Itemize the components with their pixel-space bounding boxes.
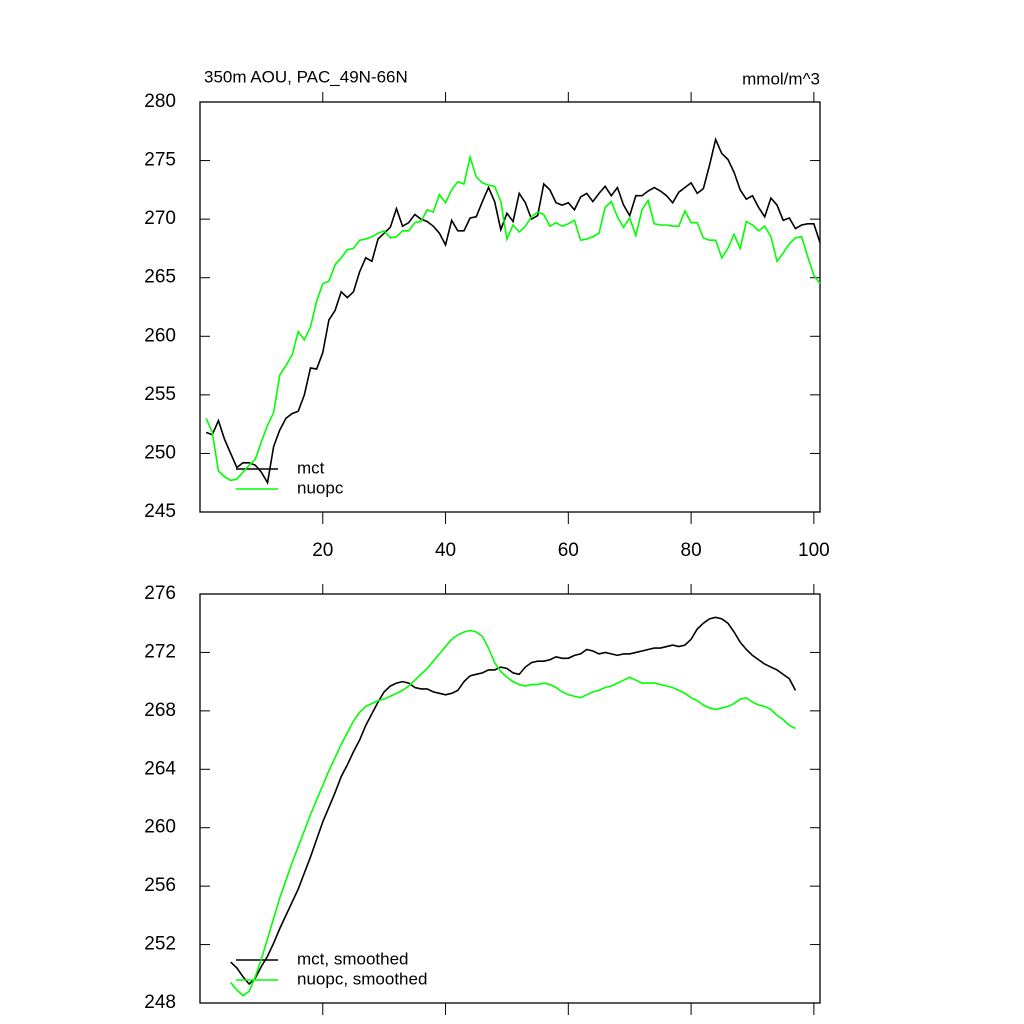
y-tick-label: 268 (144, 700, 176, 721)
y-tick-label: 275 (144, 150, 176, 171)
y-tick-label: 256 (144, 875, 176, 896)
y-tick-label: 272 (144, 641, 176, 662)
y-tick-label: 260 (144, 817, 176, 838)
legend-label: mct (297, 458, 325, 477)
x-tick-label: 60 (558, 540, 579, 561)
y-tick-label: 270 (144, 208, 176, 229)
y-tick-label: 252 (144, 934, 176, 955)
data-line (230, 629, 796, 997)
data-line (205, 153, 821, 482)
plot-frame (199, 593, 821, 1004)
y-tick-label: 265 (144, 267, 176, 288)
x-tick-label: 80 (681, 540, 702, 561)
data-line (230, 616, 797, 986)
x-tick-label: 20 (312, 540, 333, 561)
y-tick-label: 276 (144, 583, 176, 604)
y-tick-label: 248 (144, 992, 176, 1013)
y-tick-label: 264 (144, 758, 176, 779)
y-tick-label: 250 (144, 442, 176, 463)
x-tick-label: 100 (798, 540, 830, 561)
data-line (205, 136, 821, 486)
chart-title: 350m AOU, PAC_49N-66N (204, 67, 408, 86)
y-tick-label: 260 (144, 325, 176, 346)
legend-label: mct, smoothed (297, 949, 409, 968)
x-tick-label: 40 (435, 540, 456, 561)
y-tick-label: 245 (144, 501, 176, 522)
y-tick-label: 280 (144, 91, 176, 112)
plot-frame (199, 101, 821, 513)
units-label: mmol/m^3 (742, 69, 820, 88)
legend-label: nuopc, smoothed (297, 969, 427, 988)
legend-label: nuopc (297, 478, 344, 497)
y-tick-label: 255 (144, 384, 176, 405)
